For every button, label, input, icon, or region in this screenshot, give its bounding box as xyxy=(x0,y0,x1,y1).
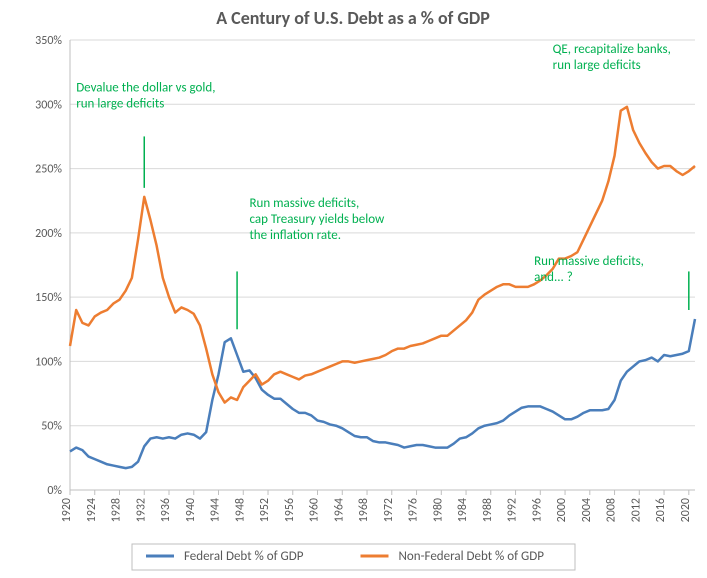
annotation-text: the inflation rate. xyxy=(249,228,341,243)
x-tick-label: 2004 xyxy=(580,498,594,522)
x-tick-label: 1920 xyxy=(60,498,74,522)
debt-chart: A Century of U.S. Debt as a % of GDP 0% 5… xyxy=(0,0,707,578)
legend-label: Federal Debt % of GDP xyxy=(184,549,304,564)
x-tick-label: 1936 xyxy=(159,498,173,522)
annotation-text: run large deficits xyxy=(553,58,641,73)
x-tick-label: 1980 xyxy=(431,498,445,522)
x-axis-ticks: 1920 1924 1928 1932 1936 1940 1944 1948 1952 1956… xyxy=(60,490,693,522)
x-tick-label: 1956 xyxy=(283,498,297,522)
annotations: Devalue the dollar vs gold,run large def… xyxy=(76,42,689,329)
x-tick-label: 1968 xyxy=(357,498,371,522)
x-tick-label: 1952 xyxy=(258,498,272,522)
y-tick-label: 300% xyxy=(35,98,62,112)
x-tick-label: 1940 xyxy=(184,498,198,522)
annotation-text: Run massive deficits, xyxy=(534,254,644,269)
annotation-text: Run massive deficits, xyxy=(249,196,359,211)
x-tick-label: 1992 xyxy=(506,498,520,522)
y-tick-label: 50% xyxy=(41,420,62,434)
x-tick-label: 2020 xyxy=(679,498,693,522)
annotation-text: Devalue the dollar vs gold, xyxy=(76,80,215,95)
x-tick-label: 2012 xyxy=(629,498,643,522)
x-tick-label: 1948 xyxy=(233,498,247,522)
x-tick-label: 1924 xyxy=(85,498,99,522)
y-tick-label: 150% xyxy=(35,291,62,305)
annotation-text: cap Treasury yields below xyxy=(249,212,385,227)
y-tick-label: 200% xyxy=(35,227,62,241)
x-tick-label: 2008 xyxy=(605,498,619,522)
x-tick-label: 1988 xyxy=(481,498,495,522)
annotation-text: QE, recapitalize banks, xyxy=(553,42,671,57)
y-axis-ticks: 0% 50% 100% 150% 200% 250% 300% 350% xyxy=(35,34,62,498)
x-tick-label: 1972 xyxy=(382,498,396,522)
x-tick-label: 1996 xyxy=(530,498,544,522)
x-tick-label: 1944 xyxy=(209,498,223,522)
series-group xyxy=(70,107,695,468)
x-tick-label: 1976 xyxy=(407,498,421,522)
y-tick-label: 100% xyxy=(35,355,62,369)
x-tick-label: 1932 xyxy=(134,498,148,522)
chart-title: A Century of U.S. Debt as a % of GDP xyxy=(216,7,490,29)
x-tick-label: 1984 xyxy=(456,498,470,522)
x-tick-label: 2016 xyxy=(654,498,668,522)
x-tick-label: 2000 xyxy=(555,498,569,522)
x-tick-label: 1960 xyxy=(308,498,322,522)
annotation-text: run large deficits xyxy=(76,96,164,111)
y-tick-label: 350% xyxy=(35,34,62,48)
annotation-text: and... ? xyxy=(534,270,573,285)
legend-label: Non-Federal Debt % of GDP xyxy=(399,549,545,564)
y-tick-label: 0% xyxy=(47,484,62,498)
legend: Federal Debt % of GDP Non-Federal Debt % … xyxy=(132,544,575,570)
x-tick-label: 1928 xyxy=(110,498,124,522)
y-tick-label: 250% xyxy=(35,163,62,177)
x-tick-label: 1964 xyxy=(332,498,346,522)
series-line xyxy=(70,319,695,468)
